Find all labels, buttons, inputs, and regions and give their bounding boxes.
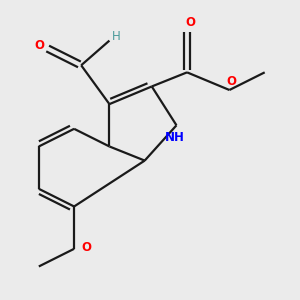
Text: H: H (111, 30, 120, 43)
Text: NH: NH (165, 131, 184, 144)
Text: O: O (34, 39, 44, 52)
Text: O: O (186, 16, 196, 29)
Text: O: O (226, 75, 236, 88)
Text: O: O (82, 241, 92, 254)
